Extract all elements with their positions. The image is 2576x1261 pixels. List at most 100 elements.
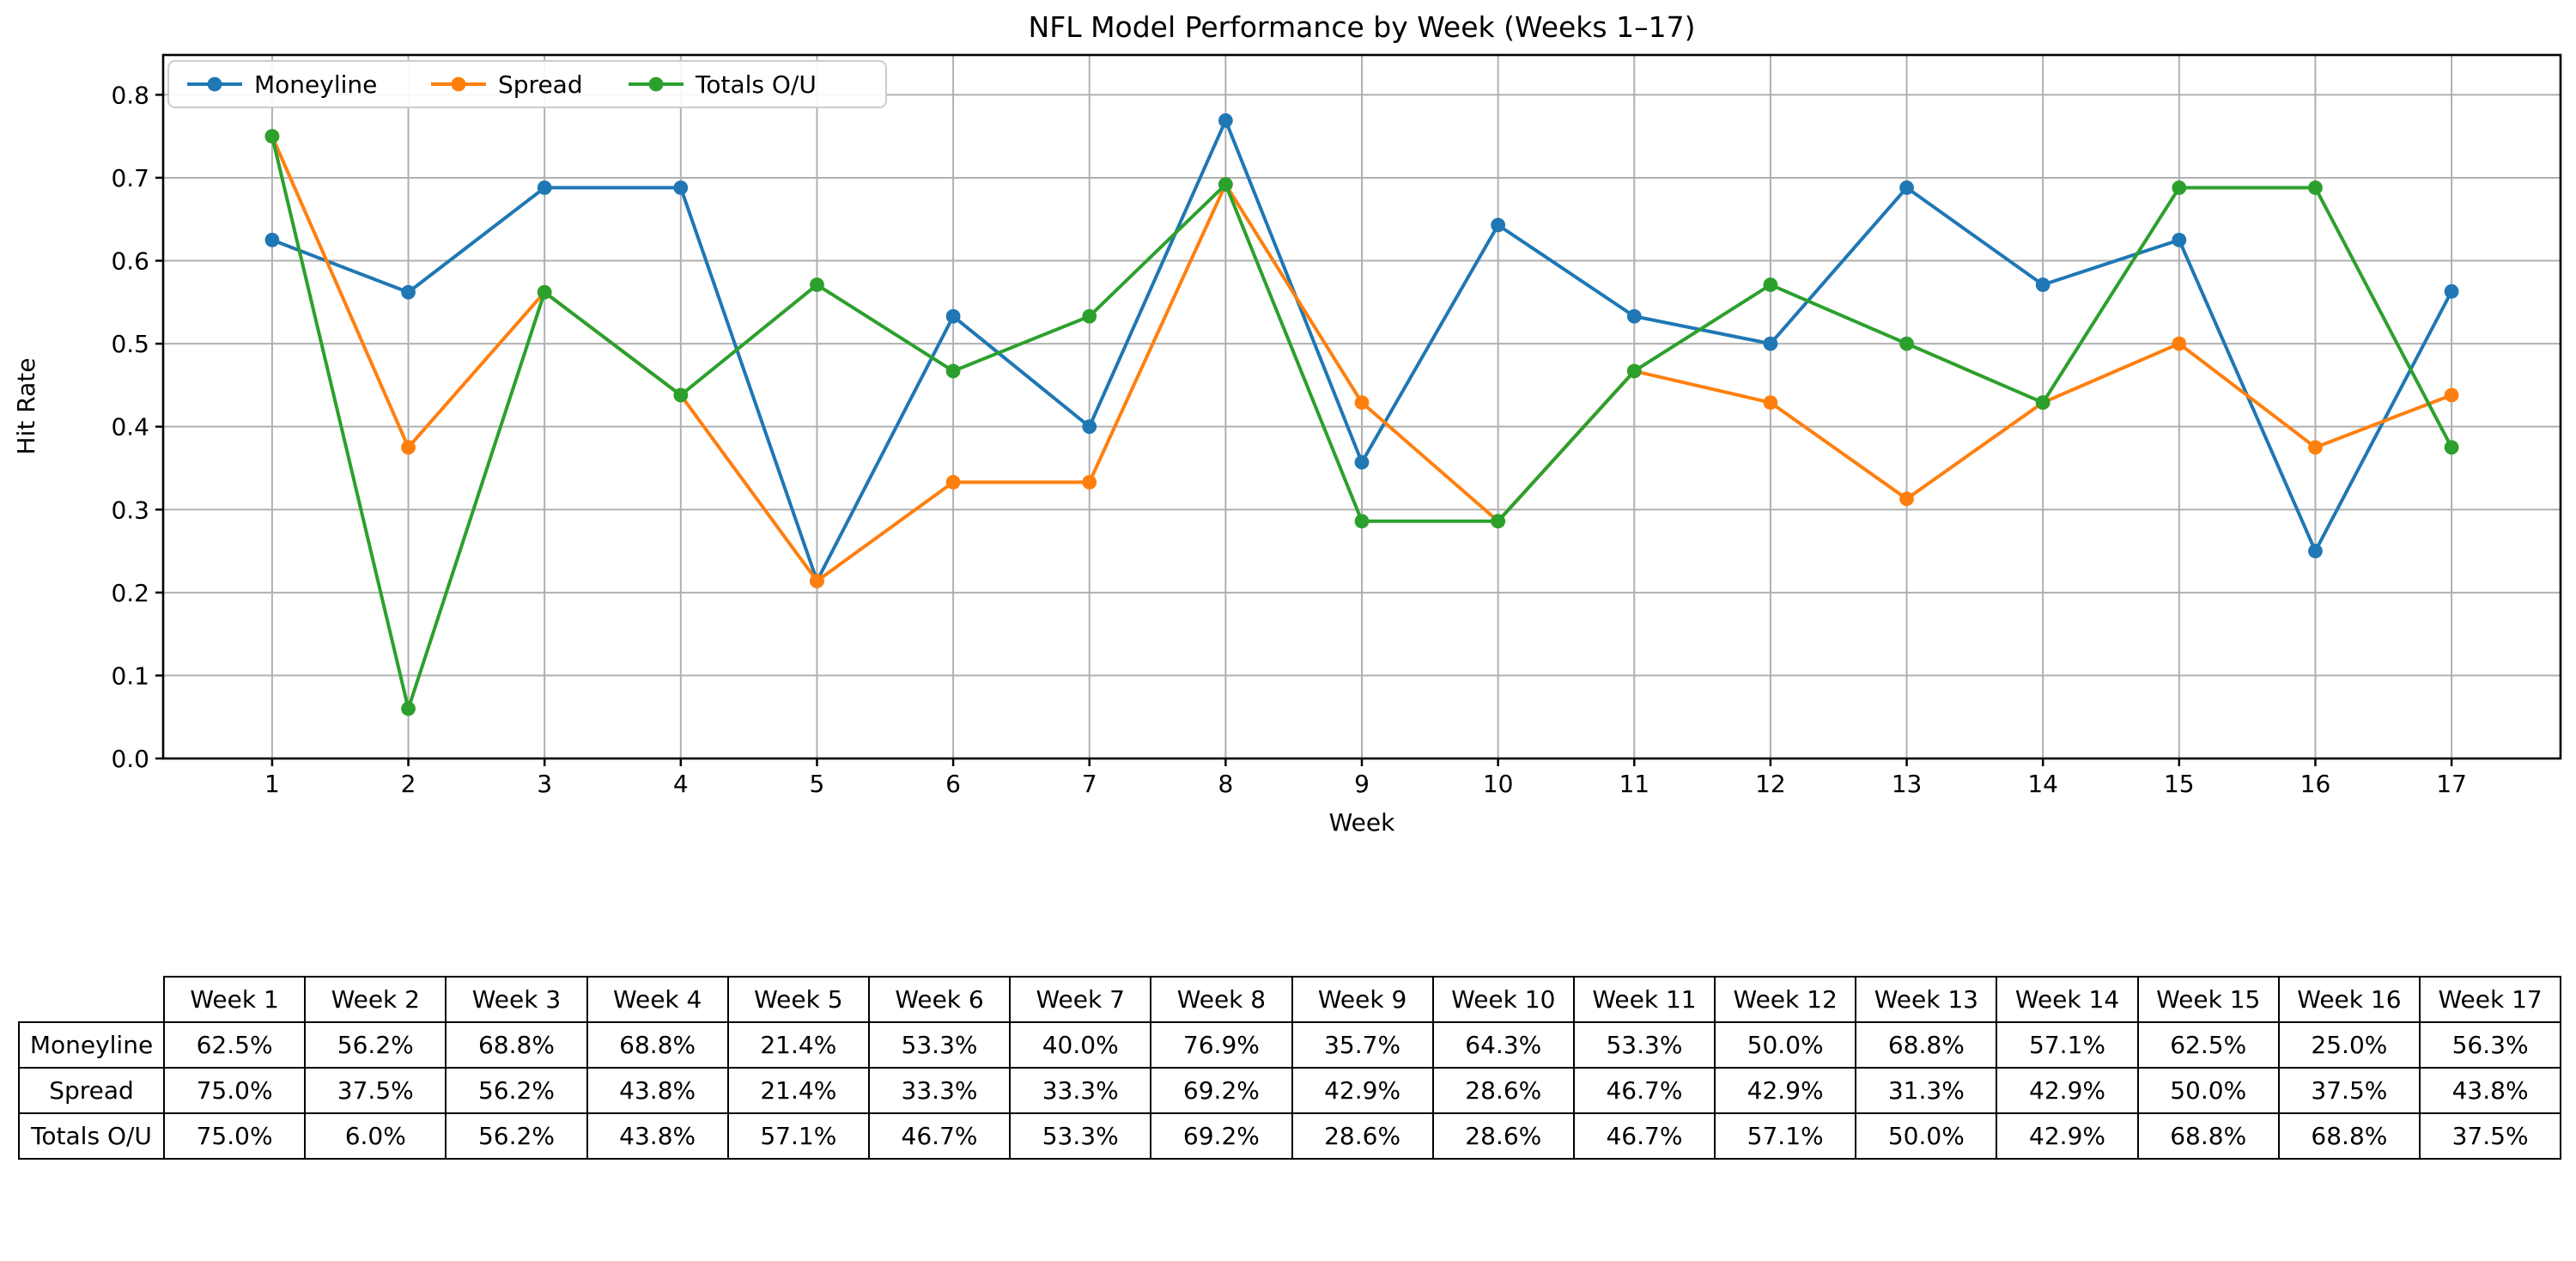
table-cell: 28.6% [1431, 1112, 1575, 1160]
table-cell: 28.6% [1431, 1067, 1575, 1114]
y-tick-label: 0.0 [111, 745, 149, 773]
legend-box [167, 60, 887, 108]
table-cell: 46.7% [1572, 1112, 1716, 1160]
table-header-cell: Week 1 [162, 976, 307, 1023]
data-point [2308, 180, 2323, 195]
table-cell: 68.8% [445, 1021, 588, 1069]
data-point [2444, 387, 2459, 403]
data-point [1354, 514, 1370, 529]
x-tick-label: 1 [264, 770, 280, 798]
table-cell: 56.2% [304, 1021, 447, 1069]
table-cell: 21.4% [726, 1021, 870, 1069]
data-point [1899, 180, 1914, 195]
data-point [1626, 363, 1642, 379]
x-tick-label: 12 [1755, 770, 1786, 798]
table-header-cell: Week 10 [1431, 976, 1575, 1023]
legend-item: Moneyline [187, 70, 377, 99]
x-tick-label: 11 [1619, 770, 1649, 798]
data-point [1218, 177, 1233, 192]
table-cell: 68.8% [2277, 1112, 2421, 1160]
data-point [1218, 113, 1233, 128]
table-row: Moneyline 62.5% 56.2% 68.8% 68.8% 21.4% 53.3% 4… [18, 1021, 2562, 1069]
data-point [2035, 395, 2050, 411]
x-tick-label: 9 [1354, 770, 1370, 798]
table-header-cell: Week 12 [1714, 976, 1857, 1023]
table-cell: 50.0% [1714, 1021, 1857, 1069]
table-cell: 53.3% [1572, 1021, 1716, 1069]
data-point [1082, 474, 1097, 490]
table-cell: 64.3% [1431, 1021, 1575, 1069]
legend-marker-icon [648, 76, 664, 92]
data-point [537, 180, 552, 195]
table-cell: 43.8% [586, 1112, 729, 1160]
x-tick-label: 16 [2300, 770, 2331, 798]
data-point [2308, 440, 2323, 455]
x-tick-label: 7 [1082, 770, 1097, 798]
table-row: Spread 75.0% 37.5% 56.2% 43.8% 21.4% 33.3% 33.3… [18, 1067, 2562, 1114]
data-point [2308, 544, 2323, 558]
table-cell: 57.1% [726, 1112, 870, 1160]
table-cell: 28.6% [1291, 1112, 1434, 1160]
table-cell: 6.0% [304, 1112, 447, 1160]
data-point [673, 180, 689, 195]
x-tick-label: 15 [2164, 770, 2195, 798]
data-point [673, 387, 689, 403]
table-cell: 50.0% [1855, 1112, 1998, 1160]
table-cell: 21.4% [726, 1067, 870, 1114]
legend-marker-icon [451, 76, 466, 92]
data-point [1763, 395, 1778, 411]
y-tick-label: 0.2 [111, 579, 149, 607]
x-tick-label: 3 [537, 770, 552, 798]
data-point [810, 573, 824, 588]
table-header-cell: Week 13 [1855, 976, 1998, 1023]
x-tick-label: 5 [810, 770, 825, 798]
data-point [1763, 336, 1778, 351]
table-header-cell: Week 4 [586, 976, 729, 1023]
table-cell: 33.3% [1009, 1067, 1152, 1114]
series-lines [264, 113, 2459, 716]
data-point [945, 308, 961, 324]
table-cell: 75.0% [162, 1067, 307, 1114]
table-header-cell: Week 15 [2136, 976, 2280, 1023]
table-header-row: Week 1 Week 2 Week 3 Week 4 Week 5 Week 6 Week… [19, 976, 2562, 1023]
data-point [1763, 277, 1778, 292]
axis-ticks: 0.00.10.20.30.40.50.60.70.81 2 3 4 5 6 7 8 9 10 11… [111, 81, 2466, 798]
table-cell: 53.3% [1009, 1112, 1152, 1160]
data-point [1899, 491, 1914, 507]
data-point [401, 284, 416, 300]
table-cell: 69.2% [1150, 1112, 1293, 1160]
legend-label: Moneyline [254, 70, 377, 99]
table-cell: 56.3% [2418, 1021, 2562, 1069]
data-point [1491, 514, 1506, 529]
table-cell: 68.8% [2136, 1112, 2280, 1160]
x-tick-label: 17 [2436, 770, 2467, 798]
table-row: Totals O/U 75.0% 6.0% 56.2% 43.8% 57.1% 46.7% 5… [18, 1112, 2562, 1160]
data-point [1899, 336, 1914, 351]
table-cell: 40.0% [1009, 1021, 1152, 1069]
table-cell: 31.3% [1855, 1067, 1998, 1114]
table-cell: 42.9% [1714, 1067, 1857, 1114]
table-cell: 33.3% [867, 1067, 1012, 1114]
legend-label: Totals O/U [695, 70, 817, 99]
table-header-cell: Week 7 [1009, 976, 1152, 1023]
table-header-cell: Week 17 [2418, 976, 2562, 1023]
table-cell: 35.7% [1291, 1021, 1434, 1069]
table-cell: 68.8% [1855, 1021, 1998, 1069]
y-tick-label: 0.5 [111, 330, 149, 358]
x-tick-label: 4 [673, 770, 689, 798]
table-cell: 69.2% [1150, 1067, 1293, 1114]
data-point [1354, 395, 1370, 411]
table-cell: 62.5% [162, 1021, 307, 1069]
data-point [264, 129, 280, 144]
table-header-cell: Week 14 [1996, 976, 2139, 1023]
y-tick-label: 0.6 [111, 247, 149, 276]
x-tick-label: 8 [1218, 770, 1233, 798]
legend-items: Moneyline Spread Totals O/U [187, 70, 817, 99]
data-point [1491, 217, 1506, 233]
data-point [1082, 308, 1097, 324]
table-corner-cell [19, 977, 164, 1022]
table-cell: 46.7% [1572, 1067, 1716, 1114]
data-point [810, 277, 824, 292]
table-cell: 37.5% [2418, 1112, 2562, 1160]
table-cell: 53.3% [867, 1021, 1012, 1069]
